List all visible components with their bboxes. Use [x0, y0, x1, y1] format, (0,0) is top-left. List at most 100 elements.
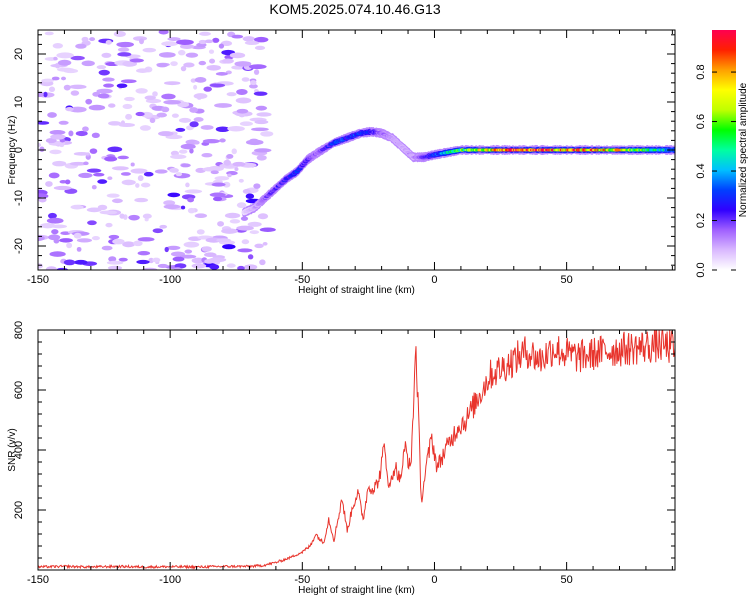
- noise-speck: [223, 159, 232, 166]
- noise-speck: [194, 140, 200, 145]
- noise-speck: [227, 173, 232, 178]
- noise-speck: [45, 266, 58, 270]
- noise-speck: [199, 31, 211, 36]
- noise-speck: [156, 63, 168, 68]
- noise-speck: [201, 246, 212, 252]
- noise-speck: [105, 40, 112, 45]
- noise-speck: [107, 146, 123, 153]
- y-tick-label: 10: [13, 96, 25, 108]
- noise-speck: [130, 168, 148, 174]
- noise-speck: [101, 52, 112, 58]
- noise-speck: [86, 207, 102, 213]
- noise-speck: [217, 221, 225, 227]
- noise-speck: [191, 263, 207, 269]
- noise-speck: [39, 223, 56, 229]
- colorbar-label: Normalized spectral amplitude: [738, 82, 749, 217]
- noise-speck: [113, 31, 126, 37]
- noise-speck: [69, 161, 87, 166]
- noise-speck: [184, 189, 203, 194]
- noise-speck: [49, 149, 62, 155]
- x-tick-label: -150: [27, 274, 49, 286]
- noise-speck: [254, 119, 269, 125]
- noise-speck: [137, 250, 151, 256]
- noise-speck: [229, 52, 246, 59]
- noise-speck: [180, 205, 186, 210]
- noise-speck: [242, 188, 251, 194]
- noise-speck: [193, 117, 204, 122]
- noise-speck: [166, 245, 181, 250]
- noise-speck: [198, 39, 207, 45]
- noise-speck: [236, 108, 249, 114]
- noise-speck: [64, 179, 71, 185]
- noise-speck: [152, 91, 158, 97]
- noise-speck: [70, 55, 85, 61]
- noise-speck: [183, 62, 195, 68]
- noise-speck: [159, 224, 168, 229]
- noise-speck: [73, 152, 90, 156]
- noise-speck: [70, 204, 84, 210]
- noise-speck: [227, 125, 245, 132]
- y-tick-label: 20: [13, 48, 25, 60]
- noise-speck: [45, 137, 57, 144]
- colorbar-bar: [712, 30, 736, 270]
- noise-speck: [161, 106, 170, 113]
- noise-speck: [209, 58, 216, 64]
- noise-speck: [180, 143, 196, 150]
- noise-speck: [254, 36, 269, 43]
- noise-speck: [149, 117, 156, 123]
- snr-panel: -150 -100 -50 0 50 200 400 600 800 Height of stra…: [7, 321, 676, 596]
- x-tick-label: -100: [159, 574, 181, 586]
- noise-speck: [53, 238, 60, 244]
- noise-speck: [170, 61, 178, 67]
- noise-speck: [172, 256, 185, 262]
- noise-speck: [74, 259, 88, 265]
- page-title: KOM5.2025.074.10.46.G13: [269, 1, 440, 17]
- noise-speck: [198, 60, 207, 66]
- noise-speck: [189, 121, 199, 128]
- noise-speck: [43, 91, 48, 98]
- noise-speck: [117, 155, 129, 160]
- colorbar-tick-label: 0.2: [695, 213, 707, 228]
- noise-speck: [194, 213, 208, 219]
- noise-speck: [216, 238, 231, 243]
- noise-speck: [122, 241, 135, 248]
- noise-speck: [89, 148, 98, 154]
- noise-speck: [163, 200, 176, 206]
- noise-speck: [254, 45, 266, 51]
- noise-speck: [91, 185, 97, 190]
- noise-speck: [237, 265, 245, 270]
- noise-speck: [229, 219, 241, 224]
- noise-speck: [256, 112, 272, 117]
- x-tick-label: 50: [561, 274, 573, 286]
- noise-speck: [211, 182, 226, 187]
- noise-speck: [157, 263, 169, 268]
- plot2-frame: [37, 329, 676, 571]
- noise-speck: [255, 105, 268, 111]
- noise-speck: [254, 148, 272, 153]
- noise-speck: [83, 161, 89, 166]
- noise-speck: [253, 69, 260, 75]
- noise-speck: [254, 243, 264, 249]
- noise-speck: [124, 96, 135, 102]
- noise-speck: [170, 154, 187, 160]
- noise-speck: [234, 61, 252, 67]
- noise-speck: [219, 138, 226, 143]
- noise-speck: [249, 230, 260, 235]
- colorbar-tick-label: 0.4: [695, 163, 707, 178]
- noise-speck: [249, 83, 258, 89]
- noise-speck: [179, 254, 197, 259]
- noise-speck: [118, 257, 128, 262]
- noise-speck: [52, 160, 67, 167]
- noise-speck: [81, 60, 95, 67]
- noise-speck: [242, 36, 256, 42]
- noise-speck: [125, 113, 133, 120]
- noise-speck: [76, 246, 82, 252]
- noise-speck: [218, 43, 225, 49]
- noise-speck: [204, 252, 217, 258]
- noise-speck: [122, 60, 138, 67]
- noise-speck: [142, 47, 157, 53]
- noise-speck: [177, 49, 186, 56]
- noise-speck: [178, 149, 188, 154]
- noise-speck: [121, 179, 136, 186]
- noise-speck: [208, 257, 227, 263]
